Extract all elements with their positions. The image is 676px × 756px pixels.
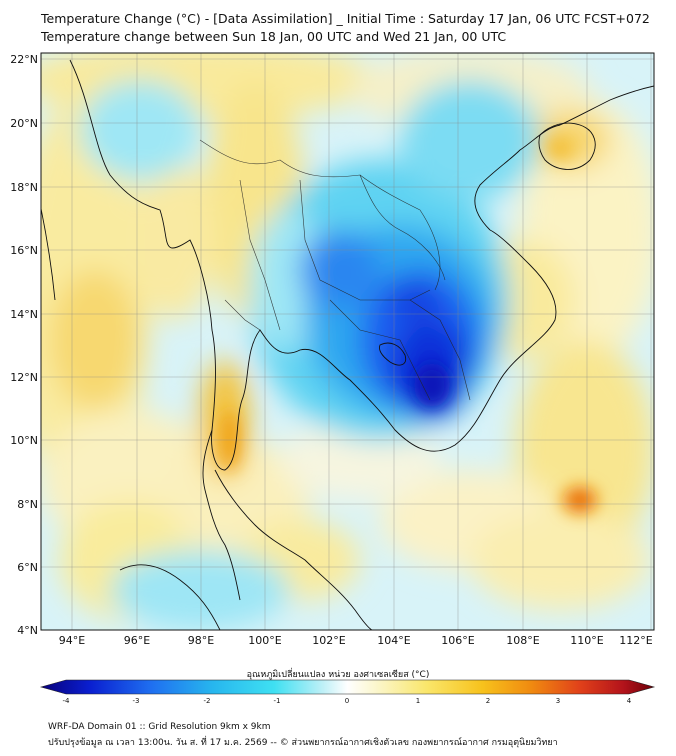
lon-label-94: 94°E (58, 634, 86, 647)
temperature-field (41, 53, 654, 630)
colorbar-tick-minus3: -3 (132, 697, 140, 705)
borders (199, 139, 471, 401)
lon-label-96: 96°E (123, 634, 151, 647)
lat-label-22: 22°N (10, 53, 38, 66)
footer-model-info: WRF-DA Domain 01 :: Grid Resolution 9km … (48, 722, 271, 732)
footer-update-info: ปรับปรุงข้อมูล ณ เวลา 13:00น. วัน ส. ที่… (48, 738, 558, 748)
title-line-1: Temperature Change (°C) - [Data Assimila… (41, 11, 650, 26)
lat-label-16: 16°N (10, 244, 38, 257)
graticule (41, 53, 654, 630)
colorbar-tick-1: 1 (415, 697, 421, 705)
lon-label-98: 98°E (187, 634, 215, 647)
lon-label-112: 112°E (619, 634, 653, 647)
lon-label-102: 102°E (312, 634, 346, 647)
lat-label-20: 20°N (10, 117, 38, 130)
colorbar-tick-2: 2 (485, 697, 491, 705)
lat-label-8: 8°N (17, 498, 38, 511)
lat-label-10: 10°N (10, 434, 38, 447)
colorbar-tick-minus1: -1 (273, 697, 281, 705)
lat-label-14: 14°N (10, 308, 38, 321)
colorbar-tick-3: 3 (555, 697, 561, 705)
lon-label-110: 110°E (570, 634, 604, 647)
lon-label-106: 106°E (441, 634, 475, 647)
colorbar-tick-minus2: -2 (203, 697, 211, 705)
lon-label-104: 104°E (377, 634, 411, 647)
lat-label-4: 4°N (17, 624, 38, 637)
title-line-2: Temperature change between Sun 18 Jan, 0… (41, 29, 507, 44)
colorbar-tick-0: 0 (344, 697, 350, 705)
colorbar-tick-minus4: -4 (62, 697, 70, 705)
lon-label-108: 108°E (506, 634, 540, 647)
colorbar (39, 679, 656, 695)
map-frame (40, 52, 655, 631)
colorbar-tick-4: 4 (626, 697, 632, 705)
lat-label-18: 18°N (10, 181, 38, 194)
lon-label-100: 100°E (248, 634, 282, 647)
lat-label-12: 12°N (10, 371, 38, 384)
colorbar-title: อุณหภูมิเปลี่ยนแปลง หน่วย องศาเซลเซียส (… (246, 670, 430, 680)
coastlines (41, 59, 654, 630)
lat-label-6: 6°N (17, 561, 38, 574)
